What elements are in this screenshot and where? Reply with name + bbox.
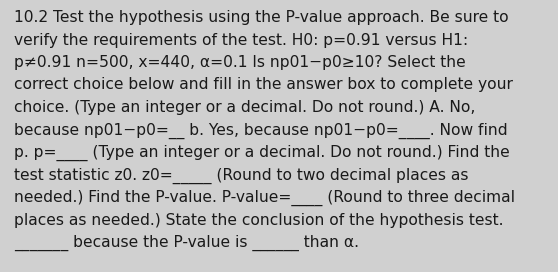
Text: because np01−p0=__ b. Yes, because np01−p0=____. Now find: because np01−p0=__ b. Yes, because np01−… bbox=[14, 122, 508, 139]
Text: 10.2 Test the hypothesis using the P-value approach. Be sure to: 10.2 Test the hypothesis using the P-val… bbox=[14, 10, 509, 25]
Text: choice. (Type an integer or a decimal. Do not round.) A. No,: choice. (Type an integer or a decimal. D… bbox=[14, 100, 475, 115]
Text: places as needed.) State the conclusion of the hypothesis test.: places as needed.) State the conclusion … bbox=[14, 212, 503, 227]
Text: _______ because the P-value is ______ than α.: _______ because the P-value is ______ th… bbox=[14, 235, 359, 251]
Text: needed.) Find the P-value. P-value=____ (Round to three decimal: needed.) Find the P-value. P-value=____ … bbox=[14, 190, 515, 206]
Text: p. p=____ (Type an integer or a decimal. Do not round.) Find the: p. p=____ (Type an integer or a decimal.… bbox=[14, 145, 510, 161]
Text: verify the requirements of the test. H0: p=0.91 versus H1:: verify the requirements of the test. H0:… bbox=[14, 32, 468, 48]
Text: test statistic z0. z0=_____ (Round to two decimal places as: test statistic z0. z0=_____ (Round to tw… bbox=[14, 168, 469, 184]
Text: correct choice below and fill in the answer box to complete your: correct choice below and fill in the ans… bbox=[14, 78, 513, 92]
Text: p≠0.91 n=500, x=440, α=0.1 Is np01−p0≥10? Select the: p≠0.91 n=500, x=440, α=0.1 Is np01−p0≥10… bbox=[14, 55, 466, 70]
